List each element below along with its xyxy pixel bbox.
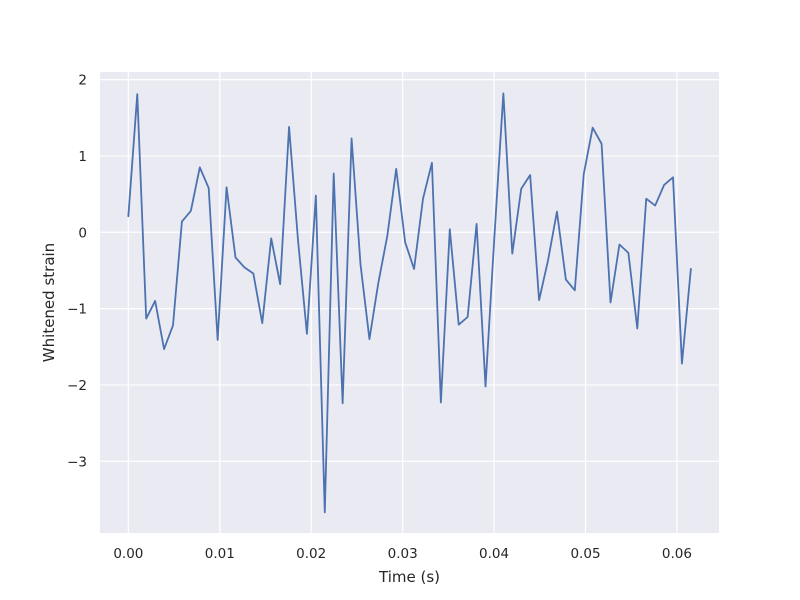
y-tick-label: −1 (67, 302, 87, 318)
y-gridlines (100, 79, 719, 462)
y-tick-labels: −3 −2 −1 0 1 2 (67, 73, 87, 471)
y-tick-label: −3 (67, 454, 87, 470)
x-tick-label: 0.04 (479, 546, 509, 562)
y-tick-label: 0 (78, 225, 87, 241)
plot-background (100, 72, 719, 533)
x-tick-labels: 0.00 0.01 0.02 0.03 0.04 0.05 0.06 (113, 546, 692, 562)
x-tick-label: 0.05 (570, 546, 600, 562)
x-tick-label: 0.01 (205, 546, 235, 562)
y-tick-label: 1 (78, 149, 87, 165)
x-tick-label: 0.02 (296, 546, 326, 562)
x-tick-label: 0.06 (662, 546, 692, 562)
y-tick-label: 2 (78, 73, 87, 89)
x-gridlines (127, 72, 678, 533)
x-tick-label: 0.00 (113, 546, 143, 562)
x-tick-label: 0.03 (388, 546, 418, 562)
whitened-strain-line (127, 92, 692, 514)
y-axis-label: Whitened strain (40, 243, 58, 362)
x-axis-label: Time (s) (378, 568, 440, 586)
y-tick-label: −2 (67, 378, 87, 394)
